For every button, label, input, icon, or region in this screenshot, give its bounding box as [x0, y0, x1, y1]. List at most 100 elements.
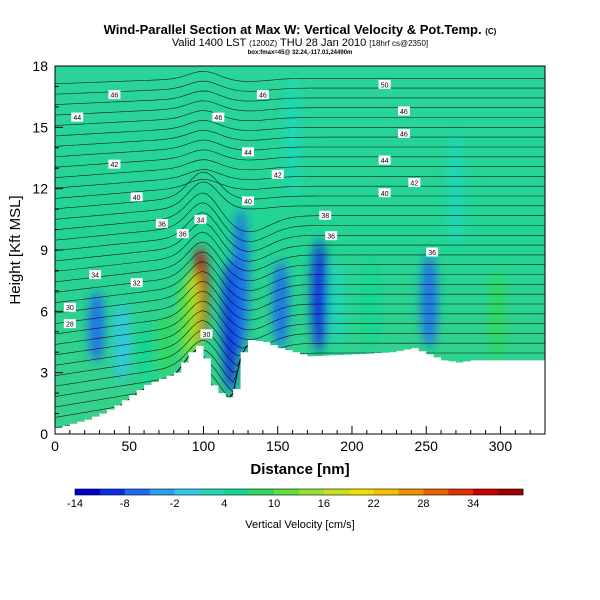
- theta-contour-label: 42: [108, 159, 121, 169]
- plot-area: 50 46 46 44 46 46 46 42 44 44 42 42 40 40 40 38 36 34 36 36…: [55, 66, 545, 434]
- theta-contour-label: 44: [378, 155, 391, 165]
- svg-text:44: 44: [244, 150, 252, 157]
- theta-contour-label: 40: [242, 196, 255, 206]
- x-axis-label: Distance [nm]: [250, 461, 349, 478]
- svg-text:32: 32: [133, 281, 141, 288]
- theta-contour-label: 44: [71, 112, 84, 122]
- theta-contour-label: 44: [242, 147, 255, 157]
- theta-contour-label: 32: [130, 278, 143, 288]
- colorbar-tick-label: -8: [120, 498, 130, 510]
- svg-text:30: 30: [203, 332, 211, 339]
- theta-contour-label: 50: [378, 79, 391, 89]
- svg-text:40: 40: [133, 195, 141, 202]
- colorbar-tick-label: 16: [318, 498, 330, 510]
- theta-contour-line: [55, 100, 545, 116]
- colorbar-tick-label: 4: [221, 498, 227, 510]
- theta-contour-label: 34: [194, 214, 207, 224]
- colorbar-segment: [473, 489, 499, 495]
- theta-contour-line: [55, 178, 545, 199]
- theta-contour-line: [55, 120, 545, 137]
- theta-contour-label: 36: [155, 218, 168, 228]
- theta-contour-label: 46: [212, 112, 225, 122]
- y-tick-label: 15: [32, 119, 48, 135]
- theta-contour-line: [55, 310, 545, 356]
- chart-subtitle: Valid 1400 LST (1200Z) THU 28 Jan 2010 […: [171, 37, 429, 49]
- colorbar-segment: [348, 489, 374, 495]
- colorbar-segment: [299, 489, 325, 495]
- theta-contour-line: [55, 110, 545, 126]
- w-cell: [232, 209, 249, 353]
- w-cell: [158, 311, 175, 377]
- w-cell: [136, 321, 153, 385]
- theta-contour-line: [55, 202, 545, 242]
- theta-contour-label: 42: [271, 169, 284, 179]
- y-tick-label: 12: [32, 181, 48, 197]
- chart-box-info: box:fmax=45@ 32.24,-117.01,24490m: [247, 50, 353, 56]
- svg-text:44: 44: [73, 115, 81, 122]
- svg-text:40: 40: [244, 199, 252, 206]
- x-tick-label: 100: [192, 438, 216, 454]
- y-tick-label: 18: [32, 58, 48, 74]
- theta-contour-line: [55, 70, 545, 85]
- theta-contour-line: [55, 192, 545, 233]
- x-tick-label: 200: [340, 438, 364, 454]
- w-cell: [88, 290, 105, 363]
- theta-contour-line: [55, 221, 545, 262]
- theta-contour-label: 46: [397, 128, 410, 138]
- theta-contour-line: [55, 149, 545, 168]
- colorbar-tick-label: 22: [368, 498, 380, 510]
- svg-text:34: 34: [197, 217, 205, 224]
- colorbar-tick-label: -14: [67, 498, 83, 510]
- theta-contour-line: [55, 320, 545, 366]
- theta-contour-line: [55, 280, 545, 324]
- svg-text:42: 42: [110, 162, 118, 169]
- theta-contour-label: 46: [256, 90, 269, 100]
- theta-contour-label: 40: [130, 192, 143, 202]
- colorbar-segment: [199, 489, 225, 495]
- svg-text:46: 46: [400, 131, 408, 138]
- x-tick-label: 250: [415, 438, 439, 454]
- colorbar-segment: [373, 489, 399, 495]
- colorbar-segment: [498, 489, 524, 495]
- theta-contour-label: 42: [408, 178, 421, 188]
- theta-contour-line: [55, 129, 545, 147]
- theta-contour-line: [55, 231, 545, 272]
- theta-contour-line: [55, 181, 545, 220]
- colorbar-tick-label: 10: [268, 498, 280, 510]
- colorbar-tick-label: 28: [417, 498, 429, 510]
- svg-text:42: 42: [274, 172, 282, 179]
- theta-contour-label: 30: [200, 329, 213, 339]
- w-cell: [421, 254, 438, 349]
- colorbar-frame: [74, 488, 524, 496]
- w-cell: [489, 270, 506, 361]
- svg-text:36: 36: [179, 232, 187, 239]
- svg-text:46: 46: [259, 93, 267, 100]
- theta-contour-line: [55, 261, 545, 303]
- y-tick-label: 6: [40, 303, 48, 319]
- theta-contour-line: [55, 169, 545, 189]
- w-cell: [447, 127, 464, 250]
- colorbar-segment: [249, 489, 275, 495]
- theta-contour-label: 36: [426, 247, 439, 257]
- x-tick-label: 0: [51, 438, 59, 454]
- w-cell: [272, 260, 289, 349]
- svg-text:46: 46: [400, 109, 408, 116]
- x-tick-label: 50: [121, 438, 137, 454]
- theta-contour-line: [55, 212, 545, 252]
- y-tick-label: 0: [40, 426, 48, 442]
- theta-contour-line: [55, 80, 545, 95]
- chart-title: Wind-Parallel Section at Max W: Vertical…: [103, 22, 497, 37]
- colorbar-segment: [149, 489, 175, 495]
- colorbar-segment: [174, 489, 200, 495]
- theta-contour-line: [55, 271, 545, 314]
- y-axis-label: Height [Kft MSL]: [7, 195, 24, 304]
- colorbar-segment: [323, 489, 350, 495]
- y-tick-label: 3: [40, 365, 48, 381]
- x-tick-label: 150: [266, 438, 290, 454]
- w-cell: [177, 280, 194, 363]
- theta-contour-label: 46: [397, 106, 410, 116]
- theta-contour-label: 28: [63, 319, 76, 329]
- theta-contour-label: 30: [63, 302, 76, 312]
- colorbar-tick-label: -2: [170, 498, 180, 510]
